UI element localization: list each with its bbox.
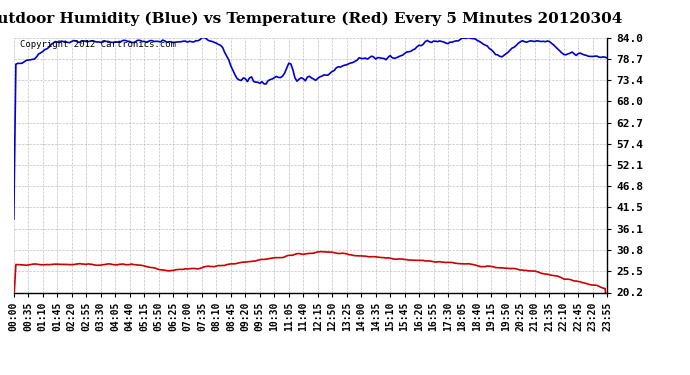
Text: Outdoor Humidity (Blue) vs Temperature (Red) Every 5 Minutes 20120304: Outdoor Humidity (Blue) vs Temperature (… [0, 11, 623, 26]
Text: Copyright 2012 Cartronics.com: Copyright 2012 Cartronics.com [20, 40, 176, 49]
